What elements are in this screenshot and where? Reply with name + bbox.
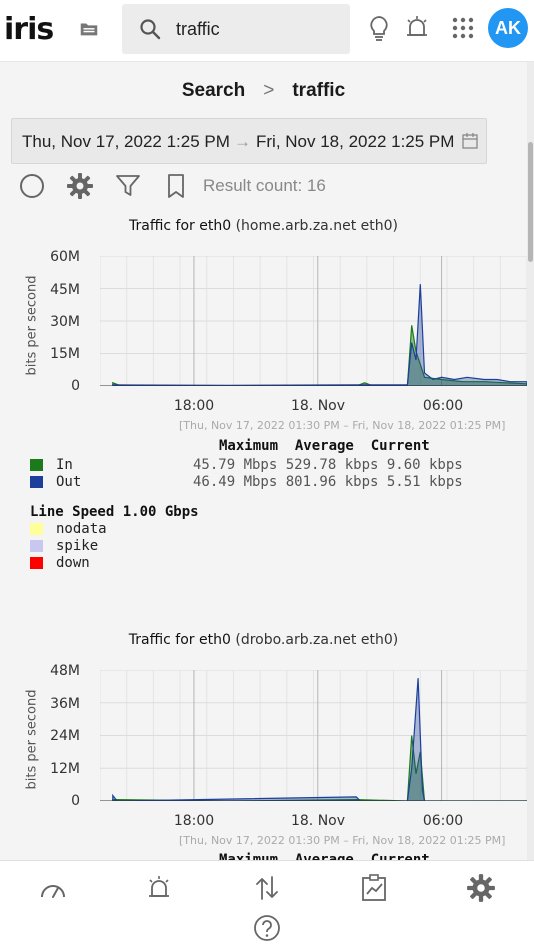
stats-header: Maximum Average Current — [219, 438, 430, 454]
app-logo[interactable]: iris — [4, 12, 54, 47]
search-icon — [140, 19, 161, 40]
date-range-picker[interactable]: Thu, Nov 17, 2022 1:25 PM → Fri, Nov 18,… — [11, 118, 487, 164]
legend-values: 46.49 Mbps 801.96 kbps 5.51 kbps — [193, 474, 463, 490]
date-from[interactable]: Thu, Nov 17, 2022 1:25 PM — [22, 132, 230, 151]
updown-arrows-icon[interactable] — [252, 873, 282, 903]
y-tick: 12M — [50, 761, 80, 777]
circle-icon[interactable] — [18, 172, 46, 200]
in-swatch — [30, 459, 43, 471]
graph-title: Traffic for eth0 (drobo.arb.za.net eth0) — [0, 632, 527, 648]
search-actions: Result count: 16 — [0, 168, 527, 208]
x-tick: 18:00 — [173, 813, 215, 829]
series-out-area — [112, 284, 527, 386]
filter-icon[interactable] — [114, 172, 142, 200]
stats-header: Maximum Average Current — [219, 852, 430, 860]
x-tick: 18. Nov — [290, 398, 346, 414]
nodata-swatch — [30, 523, 43, 535]
legend-row-out: Out 46.49 Mbps 801.96 kbps 5.51 kbps — [30, 474, 463, 490]
folder-icon[interactable] — [78, 18, 100, 40]
y-tick: 0 — [71, 378, 80, 394]
bookmark-icon[interactable] — [162, 172, 190, 200]
legend-label: Out — [56, 474, 82, 490]
legend-row-spike: spike — [30, 538, 98, 554]
gear-icon[interactable] — [466, 873, 496, 903]
y-tick: 45M — [50, 282, 80, 298]
traffic-graph-home: Traffic for eth0 (home.arb.za.net eth0) … — [0, 212, 527, 632]
help-icon[interactable] — [252, 913, 282, 943]
graph-period: [Thu, Nov 17, 2022 01:30 PM – Fri, Nov 1… — [179, 419, 506, 432]
y-tick: 48M — [50, 663, 80, 679]
x-tick: 18. Nov — [290, 813, 346, 829]
graph-title-host: (drobo.arb.za.net eth0) — [235, 632, 399, 648]
graph-title: Traffic for eth0 (home.arb.za.net eth0) — [0, 218, 527, 234]
apps-grid-icon[interactable] — [448, 13, 478, 43]
lightbulb-icon[interactable] — [364, 13, 394, 43]
search-query: traffic — [176, 19, 220, 39]
legend-label: spike — [56, 538, 99, 554]
y-tick: 60M — [50, 249, 80, 265]
calendar-icon[interactable] — [461, 132, 479, 150]
legend-row-in: In 45.79 Mbps 529.78 kbps 9.60 kbps — [30, 457, 463, 473]
graph-title-prefix: Traffic for eth0 — [129, 218, 232, 234]
breadcrumb: Search > traffic — [0, 80, 527, 102]
y-tick: 30M — [50, 314, 80, 330]
y-tick: 24M — [50, 728, 80, 744]
breadcrumb-root[interactable]: Search — [181, 80, 246, 101]
breadcrumb-separator: > — [263, 80, 275, 101]
date-range-arrow: → — [234, 132, 251, 151]
user-avatar[interactable]: AK — [488, 8, 528, 48]
search-input[interactable]: traffic — [122, 4, 350, 54]
out-swatch — [30, 476, 43, 488]
legend-values: 45.79 Mbps 529.78 kbps 9.60 kbps — [193, 457, 463, 473]
x-tick: 06:00 — [422, 398, 464, 414]
spike-swatch — [30, 540, 43, 552]
result-count: Result count: 16 — [203, 176, 326, 195]
down-swatch — [30, 557, 43, 569]
date-to[interactable]: Fri, Nov 18, 2022 1:25 PM — [256, 132, 455, 151]
scrollbar[interactable] — [527, 62, 534, 860]
line-speed: Line Speed 1.00 Gbps — [30, 504, 199, 520]
breadcrumb-current: traffic — [292, 80, 346, 101]
traffic-graph-drobo: Traffic for eth0 (drobo.arb.za.net eth0)… — [0, 627, 527, 860]
bottom-nav — [0, 860, 534, 950]
graph-title-prefix: Traffic for eth0 — [128, 632, 231, 648]
alarm-icon[interactable] — [402, 13, 432, 43]
chart-clipboard-icon[interactable] — [359, 873, 389, 903]
x-tick: 06:00 — [422, 813, 464, 829]
legend-label: In — [56, 457, 73, 473]
traffic-plot-home — [100, 256, 527, 386]
y-tick: 0 — [71, 793, 80, 809]
main-content: Search > traffic Thu, Nov 17, 2022 1:25 PM… — [0, 62, 527, 860]
scrollbar-thumb[interactable] — [528, 142, 533, 262]
graph-period: [Thu, Nov 17, 2022 01:30 PM – Fri, Nov 1… — [179, 834, 506, 847]
x-tick: 18:00 — [173, 398, 215, 414]
gear-icon[interactable] — [66, 172, 94, 200]
y-tick: 36M — [50, 696, 80, 712]
y-tick: 15M — [50, 346, 80, 362]
legend-label: nodata — [56, 521, 107, 537]
alarm-icon[interactable] — [144, 873, 174, 903]
traffic-plot-drobo — [100, 670, 527, 801]
series-in-area — [112, 325, 527, 386]
series-out-area — [112, 678, 527, 801]
graph-title-host: (home.arb.za.net eth0) — [235, 218, 398, 234]
legend-label: down — [56, 555, 90, 571]
legend-row-nodata: nodata — [30, 521, 107, 537]
gauge-icon[interactable] — [38, 875, 68, 905]
legend-row-down: down — [30, 555, 90, 571]
top-bar: iris traffic AK — [0, 0, 534, 62]
